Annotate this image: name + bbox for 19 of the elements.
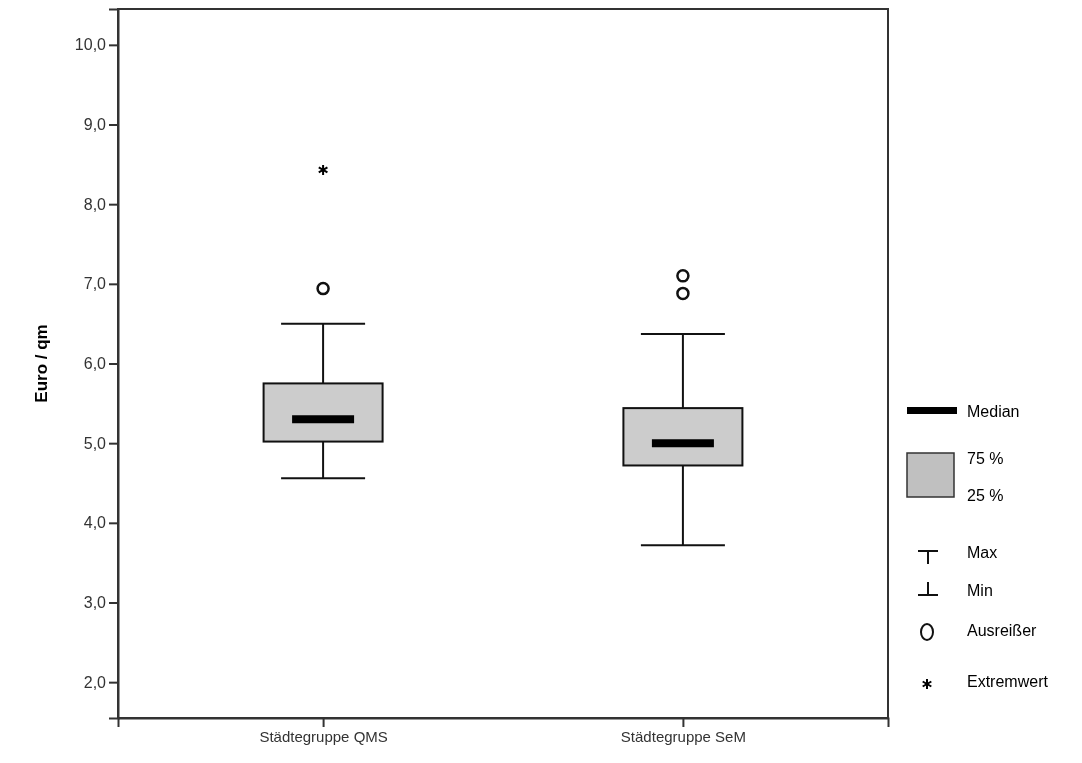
text: Max xyxy=(967,543,998,561)
text: 25 % xyxy=(967,486,1004,504)
text: Ausreißer xyxy=(967,621,1038,639)
y-tick-label: 3,0 xyxy=(83,594,107,612)
y-tick-label: 6,0 xyxy=(83,355,107,373)
y-tick-label: 9,0 xyxy=(83,116,107,134)
legend-label: Extremwert xyxy=(967,672,1049,690)
y-tick-label: 2,0 xyxy=(83,673,107,691)
y-axis-title: Euro / qm xyxy=(32,324,51,403)
y-tick-label: 5,0 xyxy=(83,434,107,452)
y-tick-label: 10,0 xyxy=(74,36,107,54)
y-tick-label: 7,0 xyxy=(83,275,107,293)
y-tick-label: 8,0 xyxy=(83,195,107,213)
text: Median xyxy=(967,402,1020,420)
x-tick-label: Städtegruppe SeM xyxy=(620,727,746,745)
x-tick-label: Städtegruppe QMS xyxy=(259,727,388,745)
text: 75 % xyxy=(967,449,1004,467)
y-tick-label: 4,0 xyxy=(83,514,107,532)
text: Min xyxy=(967,581,993,599)
